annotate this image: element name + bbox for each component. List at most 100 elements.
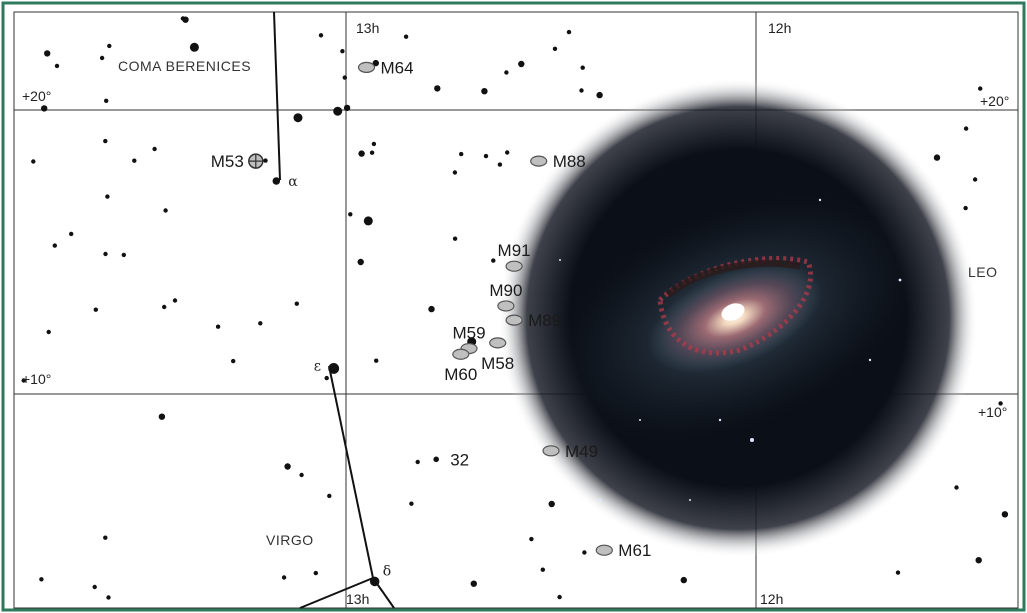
galaxy-marker (497, 300, 515, 312)
dso-m90: M90 (489, 281, 522, 312)
dso-m58: M58 (481, 337, 514, 373)
field-star (342, 75, 347, 80)
field-star (363, 216, 373, 226)
constellation-label-coma-berenices: COMA BERENICES (118, 58, 251, 74)
field-star (52, 243, 57, 248)
star-label: ε (314, 358, 321, 374)
dso-m89: M89 (505, 311, 561, 330)
galaxy-marker (452, 348, 470, 360)
field-star (340, 49, 345, 54)
galaxy-photo (498, 78, 978, 558)
dso-label: M59 (452, 324, 485, 343)
field-star (403, 34, 409, 39)
galaxy-marker (505, 314, 523, 326)
field-star (103, 138, 108, 144)
field-star (182, 16, 189, 23)
field-star (434, 85, 441, 92)
field-star (31, 159, 36, 164)
field-star (121, 252, 127, 258)
field-star (557, 594, 562, 600)
field-star (284, 463, 291, 470)
dso-m88: M88 (530, 152, 586, 171)
ra-label-bottom-13h: 13h (346, 591, 369, 607)
ra-label-top-13h: 13h (356, 20, 379, 36)
field-star (343, 104, 351, 112)
dec-labels: +20° +20° +10° +10° (22, 88, 1009, 420)
field-star (158, 413, 166, 420)
field-star (954, 485, 959, 490)
field-star (895, 570, 901, 575)
field-star (258, 321, 263, 326)
star-label: α (288, 174, 298, 190)
field-star (106, 595, 111, 600)
field-star (963, 126, 969, 131)
dso-label: M91 (498, 241, 531, 260)
dec-label-left-10: +10° (22, 371, 51, 387)
dso-label: M90 (489, 281, 522, 300)
field-star (459, 151, 464, 157)
field-star (972, 177, 978, 182)
field-star (975, 557, 982, 564)
field-star (324, 375, 329, 381)
field-star (579, 88, 584, 93)
field-star (54, 63, 60, 69)
field-star (39, 577, 44, 582)
star-dot (328, 363, 340, 374)
field-star (299, 472, 304, 478)
dso-label: M88 (553, 152, 586, 171)
field-star (529, 536, 534, 542)
galaxy-marker (489, 337, 507, 349)
field-star (369, 150, 375, 155)
galaxy-marker (357, 61, 376, 74)
field-star (107, 43, 112, 49)
field-star (518, 60, 525, 68)
photo-stars (559, 198, 902, 502)
named-star: δ (369, 563, 391, 587)
named-star: 32 (433, 450, 469, 469)
ra-labels: 13h 12h 13h 12h (346, 20, 791, 607)
named-star: α (272, 174, 298, 190)
dec-label-right-20: +20° (980, 93, 1009, 109)
field-star (163, 208, 168, 213)
field-star (374, 358, 379, 363)
field-star (294, 301, 299, 306)
field-star (596, 91, 603, 99)
field-star (680, 576, 687, 584)
dso-label: M61 (618, 541, 651, 560)
field-star (504, 70, 509, 75)
field-star (548, 500, 555, 508)
field-star (998, 401, 1003, 406)
field-star (505, 150, 510, 155)
named-stars: α ε δ 32 (272, 174, 469, 587)
field-star (189, 42, 199, 52)
field-star (103, 251, 108, 257)
star-label: 32 (450, 450, 469, 469)
field-star (452, 170, 458, 175)
field-star (327, 493, 332, 499)
star-label: δ (383, 563, 391, 579)
field-star (582, 550, 587, 555)
field-star (263, 158, 268, 163)
field-star (281, 575, 287, 580)
field-star (313, 570, 318, 576)
field-star (1001, 511, 1009, 518)
field-star (452, 236, 458, 241)
field-star (348, 212, 353, 217)
field-star (152, 146, 157, 152)
field-star (162, 304, 167, 310)
field-star (333, 106, 343, 116)
field-star (69, 231, 74, 237)
dso-m91: M91 (498, 241, 531, 272)
dso-label: M60 (444, 365, 477, 384)
field-star (293, 113, 303, 123)
field-star (104, 98, 109, 104)
dso-label: M64 (381, 58, 414, 77)
star-dot (272, 177, 281, 185)
ra-label-bottom-12h: 12h (760, 591, 783, 607)
dso-label: M53 (211, 152, 244, 171)
dso-m64: M64 (357, 58, 414, 77)
named-star: ε (314, 358, 340, 374)
